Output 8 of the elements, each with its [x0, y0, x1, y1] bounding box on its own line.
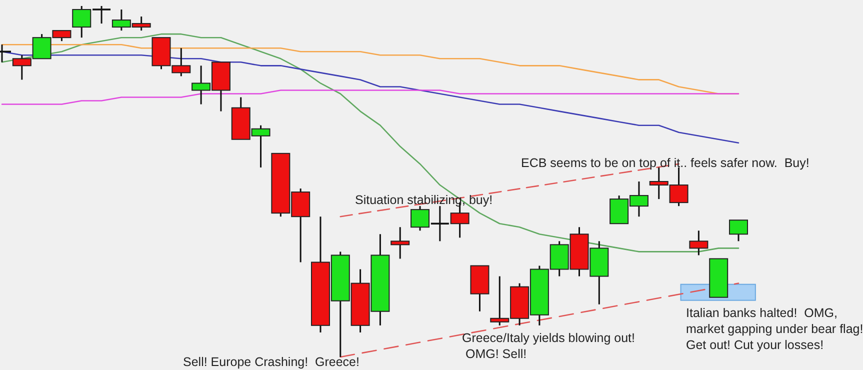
candlestick: [92, 5, 112, 24]
annotation: Sell! Europe Crashing! Greece!: [183, 355, 360, 369]
candlestick: [430, 205, 450, 242]
candlestick: [390, 226, 410, 260]
annotation: Greece/Italy yields blowing out! OMG! Sell!: [462, 331, 636, 361]
candlestick: [689, 230, 708, 256]
annotation: Italian banks halted! OMG, market gapping under bear flag! Get out! Cut your losses!: [686, 306, 863, 352]
candlestick: [729, 219, 748, 242]
